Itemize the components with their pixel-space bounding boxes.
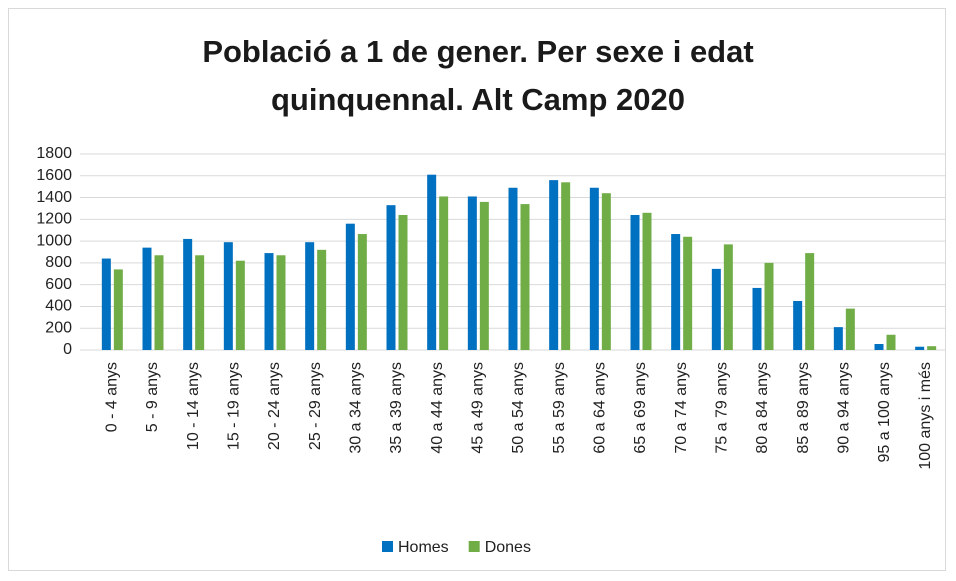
bar [764,262,774,350]
y-tick-label: 1200 [36,211,72,228]
x-tick-label: 70 a 74 anys [673,362,690,454]
x-tick-label: 55 a 59 anys [551,362,568,454]
bar [589,187,599,350]
x-tick-label: 60 a 64 anys [592,362,609,454]
x-tick-label: 65 a 69 anys [632,362,649,454]
chart-frame [8,8,946,571]
bar [235,260,245,350]
bar [683,236,693,350]
bar [630,214,640,350]
x-tick-label: 35 a 39 anys [388,362,405,454]
bar [195,255,205,350]
y-tick-label: 1800 [36,145,72,162]
bar [386,205,396,350]
y-tick-label: 0 [63,341,72,358]
bar [520,204,530,350]
bar [793,301,803,350]
x-tick-label: 90 a 94 anys [836,362,853,454]
x-tick-label: 95 a 100 anys [876,362,893,463]
y-tick-label: 600 [45,276,72,293]
bar [467,196,477,350]
chart-title: Població a 1 de gener. Per sexe i edat q… [202,34,754,117]
x-tick-label: 10 - 14 anys [185,362,202,450]
bar [305,242,315,350]
bar [752,287,762,350]
bar [479,201,489,350]
bar [927,346,937,350]
bar [642,212,652,350]
bar [142,247,152,350]
x-tick-label: 25 - 29 anys [307,362,324,450]
bar [223,242,233,350]
x-tick-label: 15 - 19 anys [226,362,243,450]
bar [113,269,123,350]
bar [439,196,449,350]
bar [317,249,327,350]
bar [886,334,896,350]
bar [398,214,408,350]
x-tick-label: 40 a 44 anys [429,362,446,454]
bar [183,238,193,350]
bar [508,187,518,350]
x-tick-label: 80 a 84 anys [754,362,771,454]
legend-label: Homes [398,539,449,556]
bar [101,258,111,350]
y-tick-label: 1000 [36,232,72,249]
bar [671,234,681,350]
legend-swatch [468,541,480,552]
bar [874,344,884,350]
legend-swatch [382,541,393,552]
y-tick-label: 800 [45,254,72,271]
x-tick-label: 100 anys i més [917,362,934,470]
x-tick-label: 5 - 9 anys [144,362,161,432]
y-tick-label: 400 [45,298,72,315]
x-tick-label: 85 a 89 anys [795,362,812,454]
x-tick-label: 50 a 54 anys [510,362,527,454]
bar [561,182,571,350]
x-tick-label: 20 - 24 anys [266,362,283,450]
x-tick-label: 0 - 4 anys [104,362,121,432]
x-tick-label: 75 a 79 anys [714,362,731,454]
bar [601,193,611,350]
bar [915,346,925,350]
bar [427,174,437,350]
bar [711,268,721,350]
x-tick-label: 45 a 49 anys [470,362,487,454]
bar [264,253,274,350]
y-tick-label: 200 [45,319,72,336]
bar [345,223,355,350]
bar [833,327,843,350]
bar [723,244,733,350]
bar [549,180,559,350]
bar [805,253,815,350]
bar [845,308,855,350]
bar [357,234,367,350]
legend-label: Dones [485,539,531,556]
y-tick-label: 1600 [36,167,72,184]
x-tick-label: 30 a 34 anys [348,362,365,454]
bar [276,255,286,350]
y-tick-label: 1400 [36,189,72,206]
bar [154,255,164,350]
